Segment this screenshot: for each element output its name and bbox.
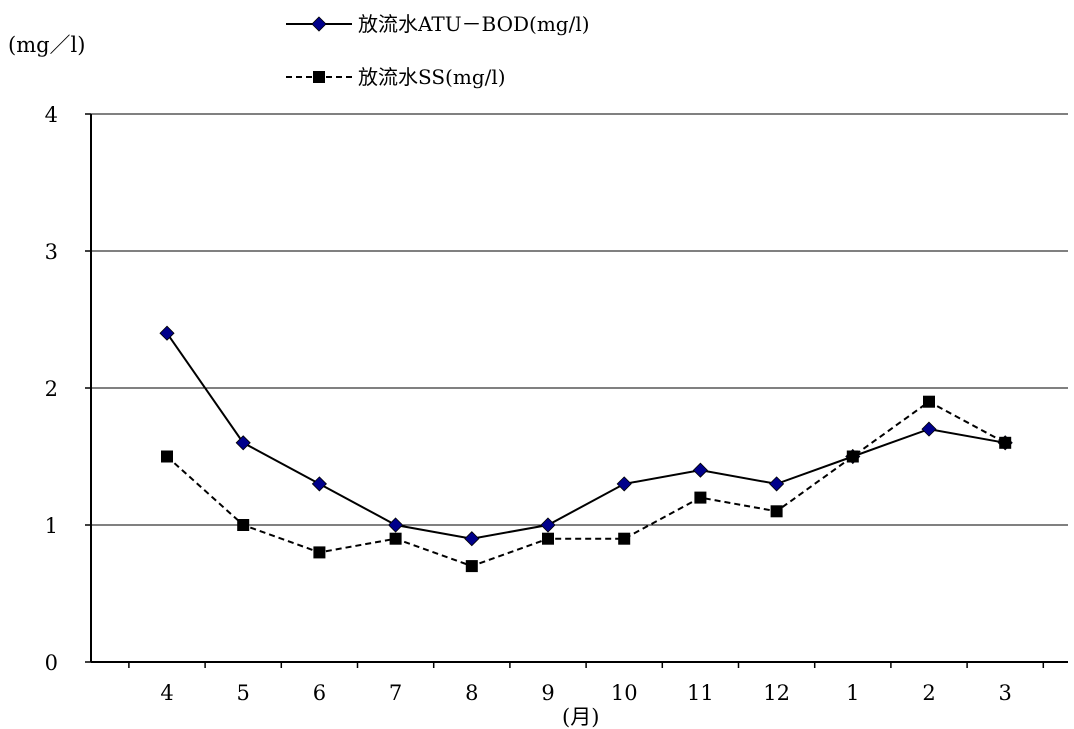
data-point-ss: [846, 450, 859, 463]
x-tick-label: 11: [687, 681, 714, 705]
data-point-atu-bod: [388, 517, 404, 533]
x-tick-label: 8: [465, 681, 478, 705]
x-tick-label: 10: [611, 681, 638, 705]
x-tick-label: 3: [999, 681, 1012, 705]
data-point-ss: [770, 505, 783, 518]
axes: [85, 113, 1068, 668]
x-tick-label: 4: [160, 681, 173, 705]
y-tick-label: 4: [45, 103, 58, 127]
legend-label-ss: 放流水SS(mg/l): [358, 65, 506, 89]
legend-item-ss: 放流水SS(mg/l): [286, 65, 506, 89]
data-point-atu-bod: [616, 476, 632, 492]
data-point-ss: [618, 532, 631, 545]
data-point-atu-bod: [921, 421, 937, 437]
data-point-ss: [161, 450, 173, 463]
data-point-ss: [313, 546, 326, 559]
y-tick-label: 2: [45, 377, 58, 401]
x-axis-label: (月): [562, 705, 599, 729]
y-tick-label: 3: [45, 240, 58, 264]
x-tick-label: 2: [922, 681, 935, 705]
data-point-ss: [389, 532, 402, 545]
data-point-atu-bod: [769, 476, 785, 492]
x-tick-label: 1: [846, 681, 859, 705]
series-group: [159, 325, 1013, 573]
data-point-atu-bod: [235, 435, 251, 451]
x-tick-label: 6: [313, 681, 326, 705]
x-tick-label: 9: [541, 681, 554, 705]
data-point-ss: [999, 436, 1012, 449]
x-tick-label: 12: [763, 681, 790, 705]
series-line-ss: [166, 400, 1006, 568]
legend-marker-diamond-icon: [311, 16, 327, 32]
data-point-ss: [694, 491, 707, 504]
y-tick-label: 0: [45, 651, 58, 675]
x-tick-labels: 4 5 6 7 8 9 10 11 12 1 2 3: [160, 681, 1012, 705]
data-point-atu-bod: [540, 517, 556, 533]
legend: 放流水ATU－BOD(mg/l) 放流水SS(mg/l): [286, 12, 590, 89]
data-point-atu-bod: [692, 462, 708, 478]
x-tick-label: 7: [389, 681, 402, 705]
legend-marker-square-icon: [313, 71, 325, 83]
data-point-atu-bod: [159, 325, 175, 341]
gridlines: [91, 113, 1068, 526]
data-point-atu-bod: [464, 531, 480, 547]
data-point-ss: [542, 532, 554, 545]
y-axis-label: (mg／l): [8, 33, 85, 57]
x-tick-label: 5: [237, 681, 250, 705]
data-point-ss: [923, 395, 935, 408]
data-point-atu-bod: [311, 476, 327, 492]
legend-item-atu-bod: 放流水ATU－BOD(mg/l): [286, 12, 590, 36]
data-point-ss: [465, 560, 478, 573]
y-tick-labels: 0 1 2 3 4: [45, 103, 58, 675]
y-tick-label: 1: [45, 514, 58, 538]
data-point-ss: [237, 519, 250, 531]
legend-label-atu-bod: 放流水ATU－BOD(mg/l): [358, 12, 590, 36]
series-line-atu-bod: [166, 332, 1006, 540]
